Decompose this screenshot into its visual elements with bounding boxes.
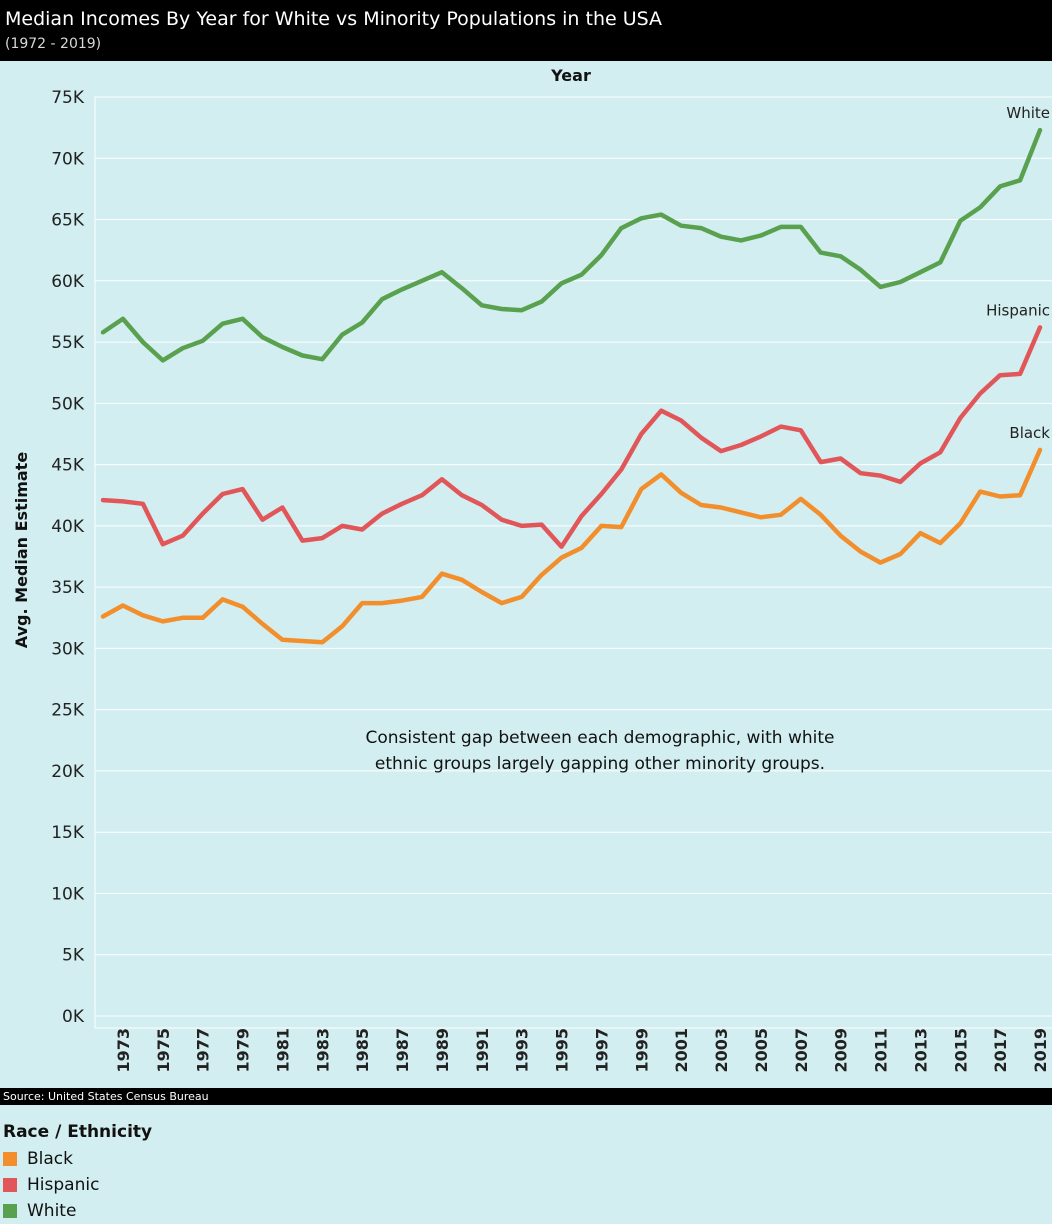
- y-tick-label: 60K: [51, 272, 85, 292]
- x-tick-label: 1991: [473, 1028, 492, 1073]
- legend-swatch-black: [3, 1152, 17, 1166]
- series-labels: White Hispanic Black: [986, 104, 1050, 442]
- x-tick-label: 2007: [792, 1028, 811, 1073]
- y-tick-label: 10K: [51, 884, 85, 904]
- y-tick-label: 20K: [51, 762, 85, 782]
- x-tick-label: 2015: [951, 1028, 970, 1073]
- x-tick-label: 1995: [553, 1028, 572, 1073]
- x-tick-label: 2019: [1031, 1028, 1050, 1073]
- x-tick-label: 2009: [832, 1028, 851, 1073]
- chart-annotation: Consistent gap between each demographic,…: [365, 728, 835, 774]
- y-tick-label: 50K: [51, 394, 85, 414]
- x-tick-label: 1997: [592, 1028, 611, 1073]
- x-tick-label: 1983: [313, 1028, 332, 1073]
- y-tick-label: 5K: [62, 946, 85, 966]
- legend-item-black[interactable]: Black: [3, 1146, 152, 1172]
- series-label-white: White: [1006, 104, 1050, 122]
- series-line-black: [100, 447, 1043, 645]
- x-tick-label: 1987: [393, 1028, 412, 1073]
- legend-item-white[interactable]: White: [3, 1198, 152, 1224]
- x-tick-label: 1985: [353, 1028, 372, 1073]
- line-chart: 0K 5K 10K 15K 20K 25K 30K 35K 40K 45K 50K 55K 60K 65K…: [12, 66, 1052, 1073]
- y-tick-label: 25K: [51, 701, 85, 721]
- legend-label-hispanic: Hispanic: [27, 1175, 100, 1195]
- legend-label-black: Black: [27, 1149, 73, 1169]
- legend-title: Race / Ethnicity: [3, 1122, 153, 1142]
- series-label-black: Black: [1009, 424, 1050, 442]
- legend-swatch-white: [3, 1204, 17, 1218]
- y-tick-label: 70K: [51, 149, 85, 169]
- x-tick-label: 2003: [712, 1028, 731, 1073]
- y-tick-label: 75K: [51, 88, 85, 108]
- x-tick-label: 2017: [991, 1028, 1010, 1073]
- series-lines: [100, 127, 1043, 645]
- gridlines: [94, 96, 1052, 1029]
- series-label-hispanic: Hispanic: [986, 301, 1050, 319]
- series-line-hispanic: [100, 325, 1043, 549]
- x-axis-title: Year: [550, 66, 591, 85]
- chart-title: Median Incomes By Year for White vs Mino…: [5, 8, 663, 30]
- legend-swatch-hispanic: [3, 1178, 17, 1192]
- y-tick-label: 35K: [51, 578, 85, 598]
- x-tick-label: 2011: [872, 1028, 891, 1073]
- chart-header: Median Incomes By Year for White vs Mino…: [0, 0, 1052, 61]
- x-tick-label: 2013: [911, 1028, 930, 1073]
- y-tick-label: 15K: [51, 823, 85, 843]
- x-tick-label: 2005: [752, 1028, 771, 1073]
- x-tick-label: 1981: [273, 1028, 292, 1073]
- y-tick-label: 30K: [51, 639, 85, 659]
- x-tick-label: 1973: [114, 1028, 133, 1073]
- series-line-white: [100, 127, 1043, 363]
- y-tick-label: 40K: [51, 517, 85, 537]
- y-tick-label: 55K: [51, 333, 85, 353]
- legend-label-white: White: [27, 1201, 77, 1221]
- chart-subtitle: (1972 - 2019): [5, 36, 102, 52]
- y-tick-label: 45K: [51, 456, 85, 476]
- x-tick-label: 2001: [672, 1028, 691, 1073]
- x-tick-label: 1977: [194, 1028, 213, 1073]
- x-tick-label: 1999: [632, 1028, 651, 1073]
- y-tick-label: 65K: [51, 211, 85, 231]
- x-tick-label: 1989: [433, 1028, 452, 1073]
- source-text: Source: United States Census Bureau: [3, 1090, 209, 1103]
- y-axis-ticks: 0K 5K 10K 15K 20K 25K 30K 35K 40K 45K 50K 55K 60K 65K…: [51, 88, 85, 1027]
- x-tick-label: 1979: [234, 1028, 253, 1073]
- x-tick-label: 1975: [154, 1028, 173, 1073]
- legend: Race / Ethnicity Black Hispanic White: [3, 1122, 152, 1224]
- x-axis-ticks: 1973 1975 1977 1979 1981 1983 1985 1987 1989 1991…: [114, 1028, 1050, 1073]
- source-bar: Source: United States Census Bureau: [0, 1088, 1052, 1105]
- y-axis-title: Avg. Median Estimate: [12, 452, 31, 649]
- x-tick-label: 1993: [513, 1028, 532, 1073]
- y-tick-label: 0K: [62, 1007, 85, 1027]
- legend-item-hispanic[interactable]: Hispanic: [3, 1172, 152, 1198]
- annotation-container: Consistent gap between each demographic,…: [365, 728, 835, 774]
